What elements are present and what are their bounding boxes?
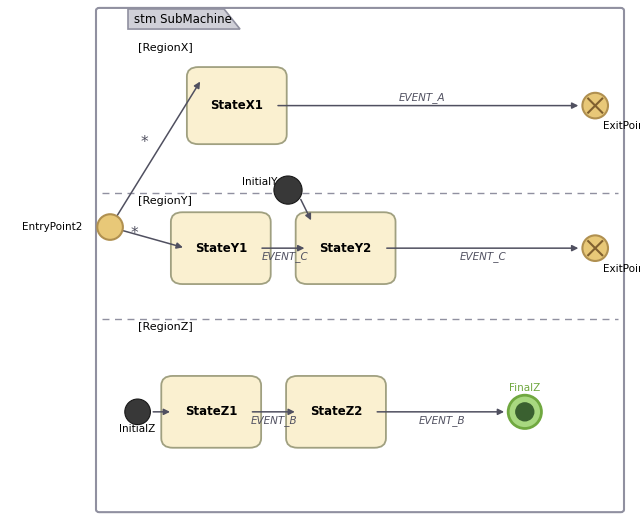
Text: EntryPoint2: EntryPoint2 [22,222,83,232]
Text: InitialZ: InitialZ [120,424,156,433]
FancyBboxPatch shape [296,212,396,284]
Text: *: * [131,226,138,241]
Ellipse shape [97,214,123,240]
Text: EVENT_C: EVENT_C [460,251,507,261]
FancyBboxPatch shape [171,212,271,284]
FancyBboxPatch shape [96,8,624,512]
Ellipse shape [516,403,534,421]
Text: EVENT_C: EVENT_C [261,251,308,261]
Text: EVENT_B: EVENT_B [251,416,297,426]
Text: ExitPoint2: ExitPoint2 [603,121,640,131]
Text: InitialY: InitialY [241,177,277,187]
Ellipse shape [508,395,541,429]
Text: EVENT_A: EVENT_A [399,92,445,103]
Text: FinalZ: FinalZ [509,383,540,393]
Text: [RegionX]: [RegionX] [138,43,193,52]
Text: [RegionZ]: [RegionZ] [138,323,193,332]
FancyBboxPatch shape [187,67,287,144]
Text: StateX1: StateX1 [211,99,263,112]
Text: EVENT_B: EVENT_B [419,416,465,426]
Text: *: * [140,135,148,150]
Text: StateY1: StateY1 [195,242,247,254]
Text: StateZ1: StateZ1 [185,406,237,418]
Ellipse shape [582,235,608,261]
Polygon shape [128,9,240,29]
Text: StateZ2: StateZ2 [310,406,362,418]
Text: [RegionY]: [RegionY] [138,196,191,205]
Ellipse shape [274,176,302,204]
Text: ExitPoint3: ExitPoint3 [603,264,640,274]
Ellipse shape [125,399,150,425]
Text: stm SubMachine: stm SubMachine [134,13,232,25]
Text: StateY2: StateY2 [319,242,372,254]
FancyBboxPatch shape [286,376,386,448]
Ellipse shape [582,93,608,118]
FancyBboxPatch shape [161,376,261,448]
